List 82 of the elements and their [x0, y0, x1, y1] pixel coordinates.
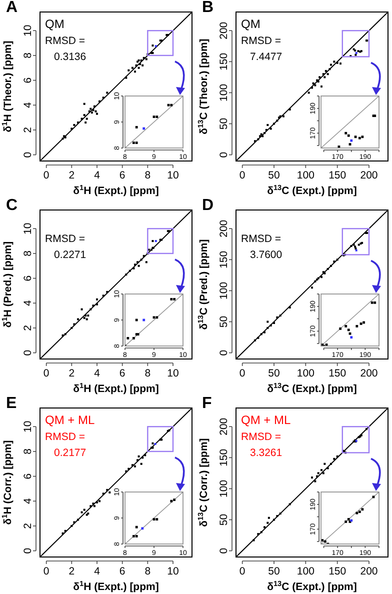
chart-title: D — [202, 197, 214, 214]
y-tick-label: 4 — [22, 102, 34, 108]
y-tick-label: 200 — [218, 220, 230, 238]
chart-title: F — [202, 395, 212, 412]
x-axis-title: δ$^{13}$C (Expt.) [ppm] — [267, 380, 357, 395]
annotation: RMSD = — [241, 233, 281, 245]
x-tick-label: 2 — [68, 566, 75, 578]
annotation: RMSD = — [45, 233, 85, 245]
x-tick-label: 150 — [328, 170, 346, 182]
x-tick-label: 0 — [239, 170, 246, 182]
x-axis-title: δ$^{1}$H (Expt.) [ppm] — [73, 380, 159, 395]
y-tick-label: 50 — [218, 514, 230, 526]
annotation: QM — [241, 17, 260, 31]
x-tick-label: 0 — [43, 566, 50, 578]
x-tick-label: 50 — [268, 566, 280, 578]
y-tick-label: 10 — [22, 24, 34, 36]
x-tick-label: 150 — [328, 368, 346, 380]
y-tick-label: 150 — [218, 448, 230, 466]
x-tick-label: 2 — [68, 170, 75, 182]
y-tick-label: 10 — [22, 420, 34, 432]
y-tick-label: 2 — [22, 324, 34, 331]
y-tick-label: 100 — [218, 282, 230, 300]
annotation: QM — [45, 17, 64, 31]
x-tick-label: 0 — [239, 566, 246, 578]
y-tick-label: 4 — [22, 300, 34, 306]
x-axis-title: δ$^{13}$C (Expt.) [ppm] — [267, 182, 357, 197]
x-tick-label: 8 — [144, 566, 151, 578]
x-tick-label: 10 — [167, 566, 179, 578]
annotation: 0.2177 — [54, 447, 86, 459]
y-tick-label: 50 — [218, 118, 230, 130]
x-tick-label: 200 — [360, 170, 378, 182]
annotation: QM + ML — [241, 413, 291, 427]
y-tick-label: 100 — [218, 84, 230, 102]
chart-title: E — [6, 395, 17, 412]
x-tick-label: 4 — [94, 170, 100, 182]
x-axis-title: δ$^{1}$H (Expt.) [ppm] — [73, 578, 159, 593]
y-tick-label: 6 — [22, 473, 34, 480]
y-tick-label: 150 — [218, 52, 230, 70]
annotation: RMSD = — [241, 35, 281, 47]
x-tick-label: 10 — [167, 368, 179, 380]
y-tick-label: 150 — [218, 250, 230, 268]
annotation: RMSD = — [241, 431, 281, 443]
x-tick-label: 4 — [94, 566, 100, 578]
y-tick-label: 8 — [22, 448, 34, 454]
y-tick-label: 4 — [22, 498, 34, 504]
annotation: 7.4477 — [250, 51, 282, 63]
x-tick-label: 0 — [43, 368, 50, 380]
y-tick-label: 100 — [218, 480, 230, 498]
y-tick-label: 200 — [218, 418, 230, 436]
x-tick-label: 0 — [43, 170, 50, 182]
annotation: 0.2271 — [54, 249, 86, 261]
chart-title: B — [202, 0, 214, 16]
x-tick-label: 8 — [144, 368, 151, 380]
y-tick-label: 6 — [22, 275, 34, 282]
x-tick-label: 8 — [144, 170, 151, 182]
y-tick-label: 6 — [22, 77, 34, 84]
y-tick-label: 50 — [218, 316, 230, 328]
chart-title: A — [6, 0, 18, 16]
x-tick-label: 200 — [360, 566, 378, 578]
y-tick-label: 10 — [22, 222, 34, 234]
y-tick-label: 8 — [22, 250, 34, 256]
x-tick-label: 4 — [94, 368, 100, 380]
annotation: 3.7600 — [250, 249, 282, 261]
annotation: QM + ML — [45, 413, 95, 427]
annotation: RMSD = — [45, 35, 85, 47]
annotation: RMSD = — [45, 431, 85, 443]
y-tick-label: 200 — [218, 22, 230, 40]
x-tick-label: 10 — [167, 170, 179, 182]
x-tick-label: 50 — [268, 368, 280, 380]
x-tick-label: 150 — [328, 566, 346, 578]
x-axis-title: δ$^{13}$C (Expt.) [ppm] — [267, 578, 357, 593]
x-tick-label: 2 — [68, 368, 75, 380]
y-tick-label: 2 — [22, 522, 34, 529]
y-tick-label: 8 — [22, 52, 34, 58]
y-tick-label: 2 — [22, 126, 34, 133]
x-tick-label: 0 — [239, 368, 246, 380]
x-tick-label: 200 — [360, 368, 378, 380]
chart-title: C — [6, 197, 18, 214]
x-axis-title: δ$^{1}$H (Expt.) [ppm] — [73, 182, 159, 197]
x-tick-label: 50 — [268, 170, 280, 182]
annotation: 3.3261 — [250, 447, 282, 459]
annotation: 0.3136 — [54, 51, 86, 63]
